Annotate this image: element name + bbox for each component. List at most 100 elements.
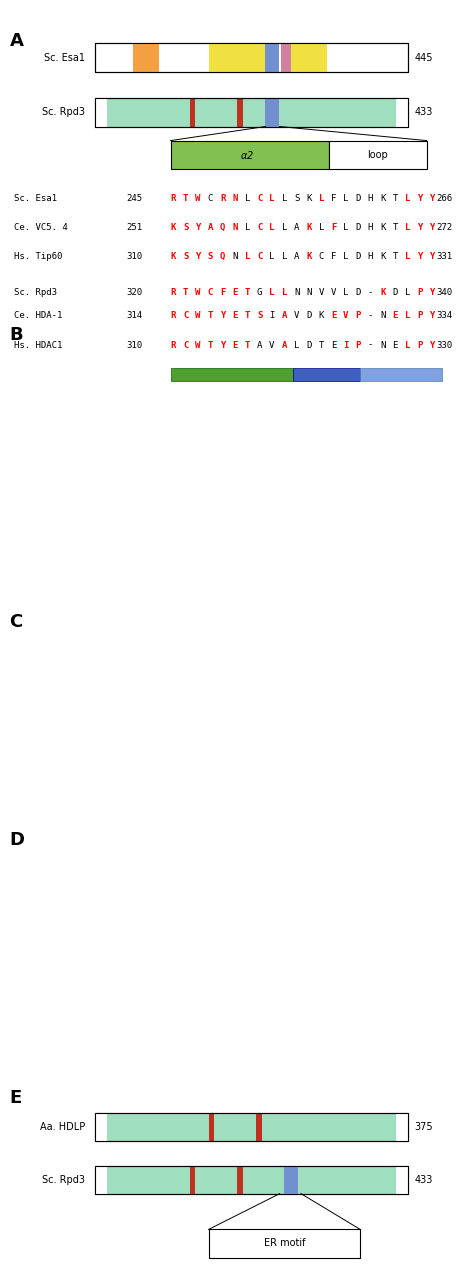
- Text: P: P: [417, 311, 422, 321]
- Text: 245: 245: [126, 193, 142, 203]
- Text: S: S: [183, 222, 188, 233]
- Text: Hs. HDAC1: Hs. HDAC1: [14, 340, 63, 350]
- Text: N: N: [380, 340, 385, 350]
- Text: F: F: [331, 252, 336, 262]
- FancyBboxPatch shape: [237, 1166, 243, 1194]
- Text: C: C: [183, 340, 188, 350]
- Text: K: K: [171, 252, 176, 262]
- Text: A: A: [294, 222, 299, 233]
- Text: L: L: [405, 222, 410, 233]
- Text: 266: 266: [436, 193, 452, 203]
- Text: 320: 320: [126, 288, 142, 298]
- Text: 330: 330: [436, 340, 452, 350]
- Text: L: L: [319, 193, 324, 203]
- Text: $\alpha$2: $\alpha$2: [240, 148, 255, 161]
- Text: -: -: [368, 311, 373, 321]
- Text: K: K: [306, 193, 311, 203]
- Text: L: L: [269, 288, 274, 298]
- Text: 445: 445: [415, 52, 433, 63]
- FancyBboxPatch shape: [281, 43, 291, 72]
- Text: -: -: [368, 340, 373, 350]
- Text: A: A: [208, 222, 213, 233]
- Text: R: R: [171, 340, 176, 350]
- Text: S: S: [208, 252, 213, 262]
- FancyBboxPatch shape: [209, 1113, 214, 1141]
- Text: T: T: [245, 288, 250, 298]
- FancyBboxPatch shape: [291, 43, 327, 72]
- Text: -: -: [368, 288, 373, 298]
- Text: 433: 433: [415, 107, 433, 118]
- Text: E: E: [232, 288, 237, 298]
- Text: 375: 375: [415, 1122, 433, 1132]
- Text: C: C: [183, 311, 188, 321]
- FancyBboxPatch shape: [256, 1113, 262, 1141]
- Text: L: L: [282, 222, 287, 233]
- Text: F: F: [331, 222, 336, 233]
- Text: T: T: [319, 340, 324, 350]
- FancyBboxPatch shape: [190, 1166, 195, 1194]
- Text: T: T: [245, 340, 250, 350]
- Text: C: C: [208, 288, 213, 298]
- Text: L: L: [343, 193, 348, 203]
- Text: S: S: [294, 193, 299, 203]
- Text: A: A: [257, 340, 262, 350]
- Text: T: T: [208, 340, 213, 350]
- Text: L: L: [245, 193, 250, 203]
- Text: E: E: [232, 311, 237, 321]
- Text: L: L: [269, 252, 274, 262]
- Text: A: A: [282, 311, 287, 321]
- Text: Hs. Tip60: Hs. Tip60: [14, 252, 63, 262]
- Text: R: R: [171, 311, 176, 321]
- Text: Aa. HDLP: Aa. HDLP: [40, 1122, 85, 1132]
- Text: L: L: [405, 193, 410, 203]
- Text: R: R: [171, 288, 176, 298]
- Text: Y: Y: [417, 252, 422, 262]
- Text: Y: Y: [429, 311, 435, 321]
- Text: E: E: [331, 340, 336, 350]
- Text: 433: 433: [415, 1174, 433, 1185]
- Text: C: C: [9, 613, 23, 631]
- FancyBboxPatch shape: [171, 368, 292, 381]
- Text: F: F: [220, 288, 225, 298]
- Text: Y: Y: [195, 222, 201, 233]
- Text: C: C: [319, 252, 324, 262]
- Text: Sc. Esa1: Sc. Esa1: [14, 193, 57, 203]
- Text: K: K: [380, 288, 385, 298]
- Text: L: L: [343, 252, 348, 262]
- Text: Y: Y: [417, 193, 422, 203]
- Text: E: E: [392, 311, 398, 321]
- Text: D: D: [356, 193, 361, 203]
- Text: A: A: [294, 252, 299, 262]
- Text: P: P: [417, 340, 422, 350]
- Text: Y: Y: [429, 252, 435, 262]
- Text: L: L: [319, 222, 324, 233]
- Text: C: C: [208, 193, 213, 203]
- Text: K: K: [319, 311, 324, 321]
- Text: Sc. Esa1: Sc. Esa1: [45, 52, 85, 63]
- Text: D: D: [306, 311, 311, 321]
- Text: T: T: [392, 222, 398, 233]
- Text: P: P: [417, 288, 422, 298]
- FancyBboxPatch shape: [0, 326, 474, 607]
- Text: N: N: [380, 311, 385, 321]
- Text: A: A: [282, 340, 287, 350]
- FancyBboxPatch shape: [95, 98, 107, 127]
- Text: 340: 340: [436, 288, 452, 298]
- Text: D: D: [356, 222, 361, 233]
- Text: I: I: [269, 311, 274, 321]
- Text: loop: loop: [368, 150, 388, 160]
- FancyBboxPatch shape: [95, 43, 408, 72]
- Text: N: N: [294, 288, 299, 298]
- Text: Y: Y: [429, 222, 435, 233]
- Text: E: E: [232, 340, 237, 350]
- Text: V: V: [319, 288, 324, 298]
- FancyBboxPatch shape: [95, 98, 408, 127]
- Text: 310: 310: [126, 340, 142, 350]
- Text: W: W: [195, 340, 201, 350]
- Text: L: L: [294, 340, 299, 350]
- Text: B: B: [9, 326, 23, 344]
- Text: T: T: [392, 193, 398, 203]
- FancyBboxPatch shape: [329, 141, 427, 169]
- Text: Q: Q: [220, 252, 225, 262]
- Text: E: E: [392, 340, 398, 350]
